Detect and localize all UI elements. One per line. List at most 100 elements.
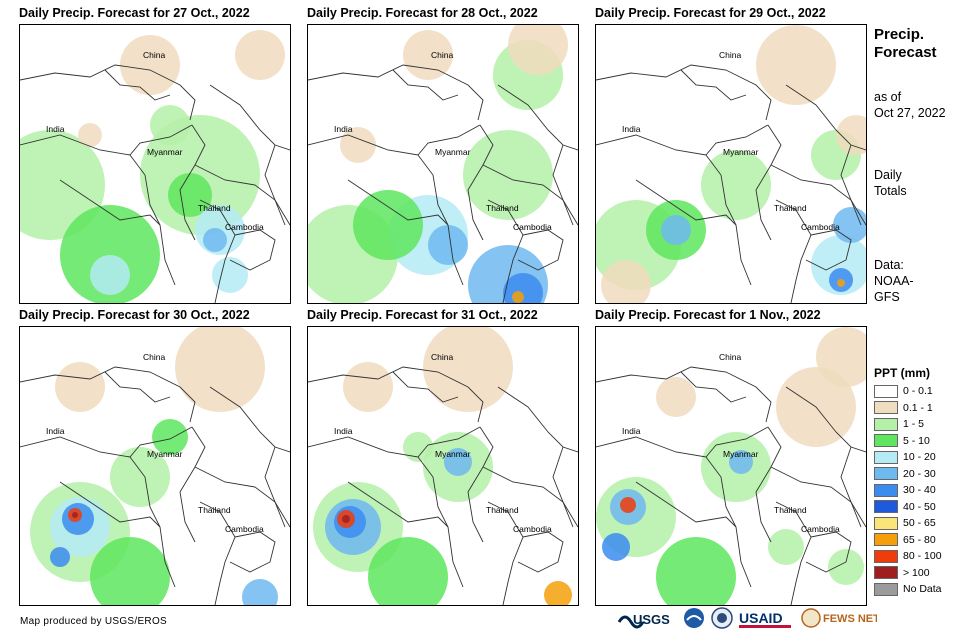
as-of-line-2: Oct 27, 2022: [874, 106, 946, 120]
country-border: [229, 229, 276, 271]
country-border: [194, 466, 286, 528]
label-india: India: [622, 124, 641, 134]
country-border: [392, 371, 459, 403]
rain-area: [403, 30, 453, 80]
title-line-1: Precip.: [874, 26, 925, 43]
precip-map: China India Myanmar Thailand Cambodia: [596, 327, 866, 605]
legend-label: 1 - 5: [903, 418, 925, 431]
credit-text: Map produced by USGS/EROS: [20, 616, 168, 627]
country-border: [194, 164, 286, 226]
country-border: [209, 84, 290, 151]
country-border: [59, 481, 161, 528]
rain-area: [368, 537, 448, 605]
country-border: [487, 199, 524, 303]
country-border: [517, 531, 564, 573]
seal-logo-icon: [711, 607, 733, 629]
rain-area: [656, 377, 696, 417]
rain-area: [50, 547, 70, 567]
rain-area: [656, 537, 736, 605]
country-border: [59, 179, 161, 226]
legend-label: 5 - 10: [903, 434, 930, 447]
legend-item: > 100: [874, 566, 942, 581]
label-india: India: [46, 426, 65, 436]
country-border: [755, 124, 782, 241]
legend-item: 30 - 40: [874, 483, 942, 498]
label-china: China: [431, 352, 453, 362]
panel-title: Daily Precip. Forecast for 1 Nov., 2022: [595, 308, 821, 322]
rain-area: [168, 173, 212, 217]
map-panel: China India Myanmar Thailand Cambodia: [595, 326, 867, 606]
country-border: [552, 144, 578, 226]
legend-label: 50 - 65: [903, 517, 936, 530]
usgs-logo-icon: USGS: [617, 612, 670, 629]
rain-area: [423, 327, 513, 412]
data-line-3: GFS: [874, 290, 900, 304]
rain-area: [729, 450, 753, 474]
rain-area: [353, 190, 423, 260]
country-border: [596, 64, 772, 121]
daily-line-1: Daily: [874, 168, 902, 182]
rain-area: [512, 291, 524, 303]
precip-map: China India Myanmar Thailand Cambodia: [20, 327, 290, 605]
label-myanmar: Myanmar: [435, 449, 471, 459]
country-border: [705, 456, 752, 588]
country-border: [635, 481, 737, 528]
country-border: [229, 531, 276, 573]
data-line-1: Data:: [874, 258, 904, 272]
rain-area: [55, 362, 105, 412]
country-border: [179, 426, 206, 543]
country-border: [104, 371, 171, 403]
legend-label: 65 - 80: [903, 533, 936, 546]
country-border: [392, 69, 459, 101]
rain-area: [235, 30, 285, 80]
country-border: [467, 426, 494, 543]
rain-area: [601, 260, 651, 303]
rain-area: [342, 515, 350, 523]
as-of-line-1: as of: [874, 90, 902, 104]
rain-area: [602, 533, 630, 561]
label-china: China: [719, 50, 741, 60]
rain-area: [110, 447, 170, 507]
fewsnet-logo-text: FEWS NET: [823, 613, 877, 625]
data-source-text: Data: NOAA- GFS: [874, 257, 914, 305]
country-border: [129, 456, 176, 588]
rain-area: [90, 255, 130, 295]
country-border: [482, 466, 574, 528]
label-thailand: Thailand: [486, 203, 519, 213]
country-border: [347, 481, 449, 528]
rain-area: [60, 205, 160, 303]
as-of-text: as of Oct 27, 2022: [874, 89, 946, 121]
legend-swatch: [874, 483, 898, 497]
legend-label: 0.1 - 1: [903, 401, 933, 414]
country-border: [467, 124, 494, 241]
label-myanmar: Myanmar: [147, 449, 183, 459]
legend-label: 0 - 0.1: [903, 385, 933, 398]
country-border: [264, 446, 290, 528]
rain-area: [544, 581, 572, 605]
country-border: [680, 69, 747, 101]
legend-swatch: [874, 533, 898, 547]
country-border: [840, 446, 866, 528]
legend-label: 40 - 50: [903, 500, 936, 513]
label-china: China: [143, 352, 165, 362]
label-thailand: Thailand: [198, 505, 231, 515]
legend-item: 65 - 80: [874, 533, 942, 548]
legend-label: 20 - 30: [903, 467, 936, 480]
country-border: [497, 84, 578, 151]
country-border: [680, 371, 747, 403]
country-border: [417, 456, 464, 588]
rain-area: [203, 228, 227, 252]
country-border: [805, 531, 852, 573]
logos: USGS USAID FEWS NET: [617, 606, 877, 630]
legend-swatch: [874, 566, 898, 580]
label-thailand: Thailand: [486, 505, 519, 515]
precip-map: China India Myanmar Thailand Cambodia: [308, 327, 578, 605]
country-border: [775, 199, 812, 303]
rain-area: [403, 432, 433, 462]
country-border: [517, 229, 564, 271]
country-border: [264, 144, 290, 226]
map-panel: China India Myanmar Thailand Cambodia: [307, 24, 579, 304]
country-border: [635, 179, 737, 226]
rain-area: [175, 327, 265, 412]
panel-title: Daily Precip. Forecast for 28 Oct., 2022: [307, 6, 538, 20]
